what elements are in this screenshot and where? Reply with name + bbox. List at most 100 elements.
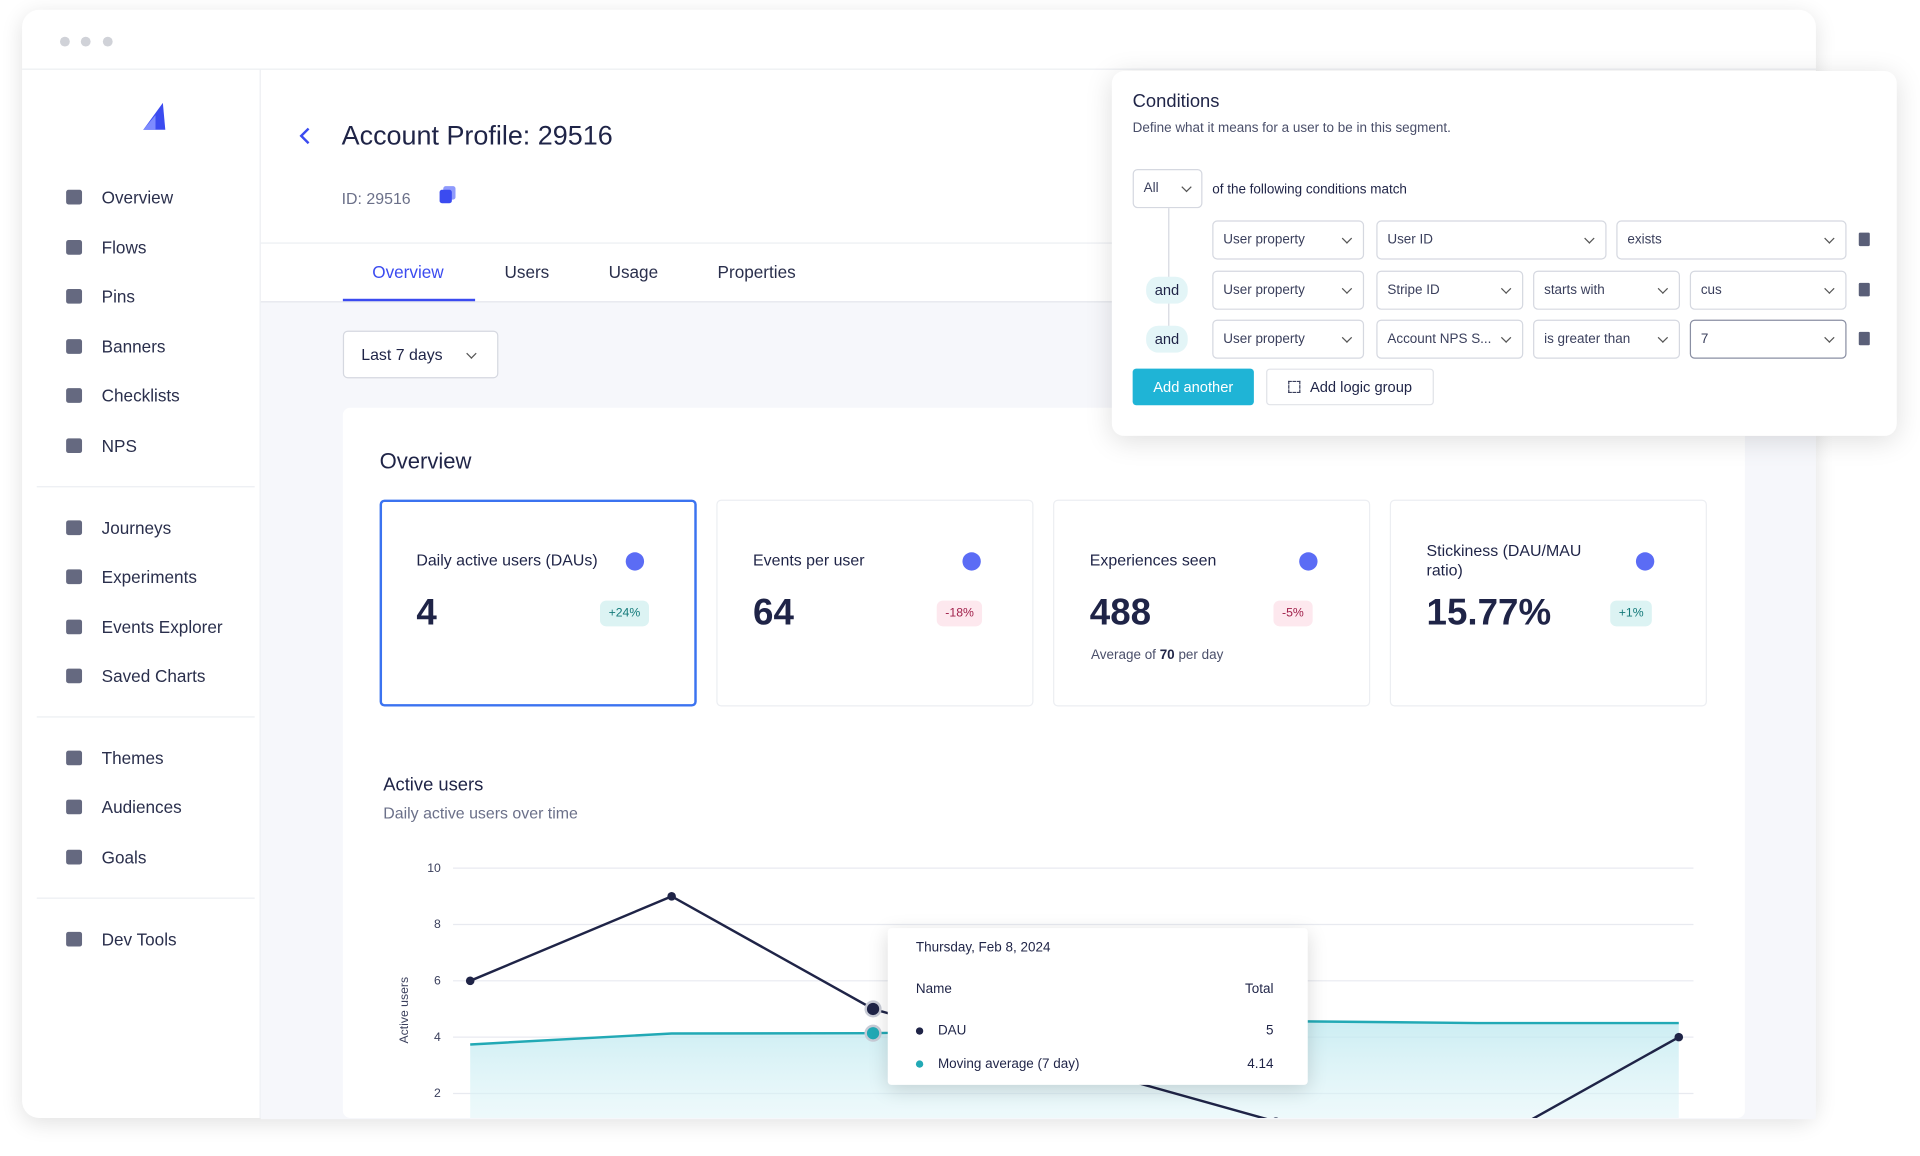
condition-value: User ID <box>1387 232 1433 248</box>
chevron <box>1500 282 1512 294</box>
nav-item[interactable]: Themes <box>101 747 164 768</box>
nav-item[interactable]: NPS <box>101 435 137 456</box>
overview-title: Overview <box>379 448 472 474</box>
window-dot <box>80 36 91 47</box>
tooltip-series-name: Moving average (7 day) <box>937 1056 1080 1072</box>
condition-value: User property <box>1223 232 1305 248</box>
nav-icon <box>66 800 83 815</box>
chevron <box>1500 332 1512 343</box>
copy-icon[interactable] <box>439 189 452 204</box>
delete-icon[interactable] <box>1858 331 1870 346</box>
chevron <box>1341 332 1353 343</box>
nav-item[interactable]: Overview <box>101 187 174 207</box>
add-another-button[interactable]: Add another <box>1132 368 1254 406</box>
nav-icon <box>66 750 83 766</box>
condition-select[interactable]: User property <box>1212 270 1365 310</box>
condition-value: User property <box>1223 282 1305 297</box>
condition-value: User property <box>1223 331 1305 347</box>
data-point <box>667 892 676 901</box>
nav-icon <box>66 239 83 255</box>
window-dot <box>60 36 70 47</box>
stat-label: Events per user <box>753 551 865 570</box>
logo <box>143 102 166 130</box>
chart-subtitle: Daily active users over time <box>383 803 578 823</box>
stat-value: 64 <box>753 592 794 634</box>
change-badge: -18% <box>936 600 983 627</box>
note-prefix: Average of <box>1091 647 1156 663</box>
info-icon <box>962 552 981 571</box>
date-range-select[interactable]: Last 7 days <box>342 330 499 379</box>
date-range: Last 7 days <box>361 345 443 364</box>
tab[interactable]: Properties <box>717 262 796 282</box>
tab[interactable]: Overview <box>372 262 444 282</box>
nav-separator <box>36 897 255 899</box>
delete-icon[interactable] <box>1858 232 1870 247</box>
info-icon <box>1635 552 1655 571</box>
condition-select[interactable]: User property <box>1212 220 1365 260</box>
chevron <box>1824 233 1835 244</box>
tab[interactable]: Usage <box>608 262 659 282</box>
condition-select[interactable]: Account NPS S... <box>1376 319 1524 359</box>
nav-item[interactable]: Dev Tools <box>101 928 177 949</box>
stat-card <box>1389 499 1707 707</box>
condition-value: 7 <box>1700 331 1709 347</box>
nav-icon <box>66 388 83 404</box>
stat-label: Stickiness (DAU/MAU ratio) <box>1426 541 1582 580</box>
window-dot <box>102 36 113 47</box>
delete-icon[interactable] <box>1858 282 1870 296</box>
data-point <box>864 1024 882 1042</box>
condition-select[interactable]: is greater than <box>1533 319 1681 359</box>
tooltip-date: Thursday, Feb 8, 2024 <box>915 940 1051 956</box>
note-suffix: per day <box>1178 647 1224 663</box>
button-label: Add logic group <box>1309 378 1413 396</box>
stat-note: Average of 70 per day <box>1091 648 1223 663</box>
nav-icon <box>66 569 83 585</box>
condition-value: is greater than <box>1544 331 1631 347</box>
back-button[interactable] <box>296 125 313 147</box>
match-select[interactable]: All <box>1132 168 1203 209</box>
info-icon <box>625 552 645 571</box>
nav-item[interactable]: Experiments <box>101 567 197 587</box>
condition-value: starts with <box>1544 282 1605 297</box>
chevron <box>1341 282 1353 294</box>
chevron <box>1584 233 1595 244</box>
nav-item[interactable]: Events Explorer <box>101 616 223 637</box>
bracket-icon <box>1287 380 1301 394</box>
change-badge: -5% <box>1273 600 1313 627</box>
nav-separator <box>36 486 255 488</box>
condition-select[interactable]: exists <box>1616 220 1847 260</box>
add-logic-group-button[interactable]: Add logic group <box>1266 368 1434 406</box>
chart-title: Active users <box>383 774 484 796</box>
chevron <box>1341 233 1353 244</box>
condition-select[interactable]: cus <box>1689 270 1847 310</box>
nav-icon <box>66 438 83 454</box>
nav-item[interactable]: Audiences <box>101 797 182 818</box>
nav-icon <box>66 519 83 535</box>
chevron <box>1824 332 1835 343</box>
nav-item[interactable]: Saved Charts <box>101 666 206 687</box>
titlebar-border <box>22 68 1816 70</box>
nav-item[interactable]: Flows <box>101 237 147 257</box>
data-point <box>465 976 475 986</box>
nav-icon <box>66 849 83 865</box>
stat-label: Daily active users (DAUs) <box>416 551 598 570</box>
nav-item[interactable]: Checklists <box>101 386 180 406</box>
y-axis-label: Active users <box>397 977 411 1044</box>
nav-separator <box>36 716 255 718</box>
condition-select[interactable]: Stripe ID <box>1376 270 1524 310</box>
nav-icon <box>66 668 83 684</box>
connector: and <box>1146 325 1188 353</box>
nav-item[interactable]: Journeys <box>101 517 172 537</box>
tab[interactable]: Users <box>504 262 550 282</box>
account-id: ID: 29516 <box>341 189 411 208</box>
match-text: of the following conditions match <box>1212 182 1407 198</box>
condition-select[interactable]: starts with <box>1533 270 1681 310</box>
condition-select[interactable]: User ID <box>1376 220 1607 260</box>
nav-item[interactable]: Pins <box>101 286 135 307</box>
condition-select[interactable]: 7 <box>1689 319 1847 359</box>
condition-select[interactable]: User property <box>1212 319 1365 359</box>
nav-item[interactable]: Banners <box>101 336 166 357</box>
stat-value: 488 <box>1089 592 1152 634</box>
nav-item[interactable]: Goals <box>101 847 147 867</box>
